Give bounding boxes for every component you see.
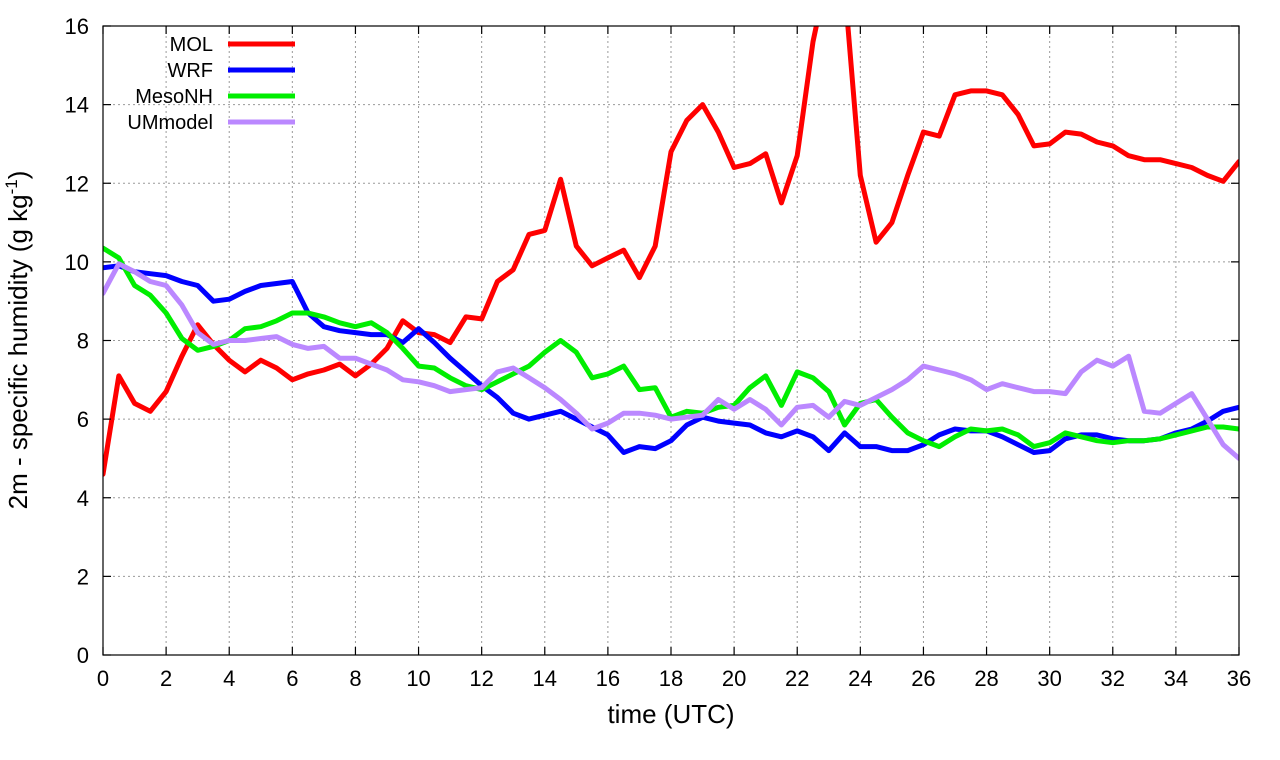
y-tick-label: 4 xyxy=(77,486,89,511)
x-tick-label: 20 xyxy=(722,666,746,691)
x-tick-label: 32 xyxy=(1101,666,1125,691)
y-tick-label: 8 xyxy=(77,329,89,354)
y-axis-label: 2m - specific humidity (g kg-1) xyxy=(2,171,33,510)
x-tick-label: 0 xyxy=(97,666,109,691)
legend-label-mesonh: MesoNH xyxy=(135,86,213,108)
series-lines xyxy=(103,26,1239,477)
y-tick-label: 0 xyxy=(77,643,89,668)
series-line-mol xyxy=(103,26,1239,477)
axis-ticks: 0 2 4 6 8 10 12 14 16 18 20 22 24 26 28 30 32 34 360246810… xyxy=(65,14,1252,691)
x-tick-label: 30 xyxy=(1037,666,1061,691)
x-tick-label: 12 xyxy=(469,666,493,691)
y-tick-label: 16 xyxy=(65,14,89,39)
legend-label-mol: MOL xyxy=(170,34,213,56)
legend-label-wrf: WRF xyxy=(167,60,213,82)
grid xyxy=(103,26,1239,655)
y-tick-label: 2 xyxy=(77,564,89,589)
x-tick-label: 16 xyxy=(596,666,620,691)
x-tick-label: 36 xyxy=(1227,666,1251,691)
x-tick-label: 28 xyxy=(974,666,998,691)
y-axis-label-main: 2m - specific humidity (g kg xyxy=(3,194,33,509)
x-tick-label: 2 xyxy=(160,666,172,691)
series-line-ummodel xyxy=(103,261,1239,461)
y-tick-label: 14 xyxy=(65,93,89,118)
x-tick-label: 26 xyxy=(911,666,935,691)
x-tick-label: 34 xyxy=(1164,666,1188,691)
x-tick-label: 14 xyxy=(533,666,557,691)
x-tick-label: 6 xyxy=(286,666,298,691)
x-tick-label: 18 xyxy=(659,666,683,691)
legend-label-ummodel: UMmodel xyxy=(127,112,213,134)
x-tick-label: 4 xyxy=(223,666,235,691)
y-tick-label: 12 xyxy=(65,171,89,196)
x-axis-label: time (UTC) xyxy=(607,699,734,729)
legend: MOL WRF MesoNH UMmodel xyxy=(127,34,295,134)
x-tick-label: 10 xyxy=(406,666,430,691)
x-tick-label: 24 xyxy=(848,666,872,691)
y-axis-label-tail: ) xyxy=(3,171,33,180)
x-tick-label: 8 xyxy=(349,666,361,691)
x-tick-label: 22 xyxy=(785,666,809,691)
y-tick-label: 6 xyxy=(77,407,89,432)
series-line-wrf xyxy=(103,263,1239,455)
y-tick-label: 10 xyxy=(65,250,89,275)
y-axis-label-exponent: -1 xyxy=(2,179,21,194)
